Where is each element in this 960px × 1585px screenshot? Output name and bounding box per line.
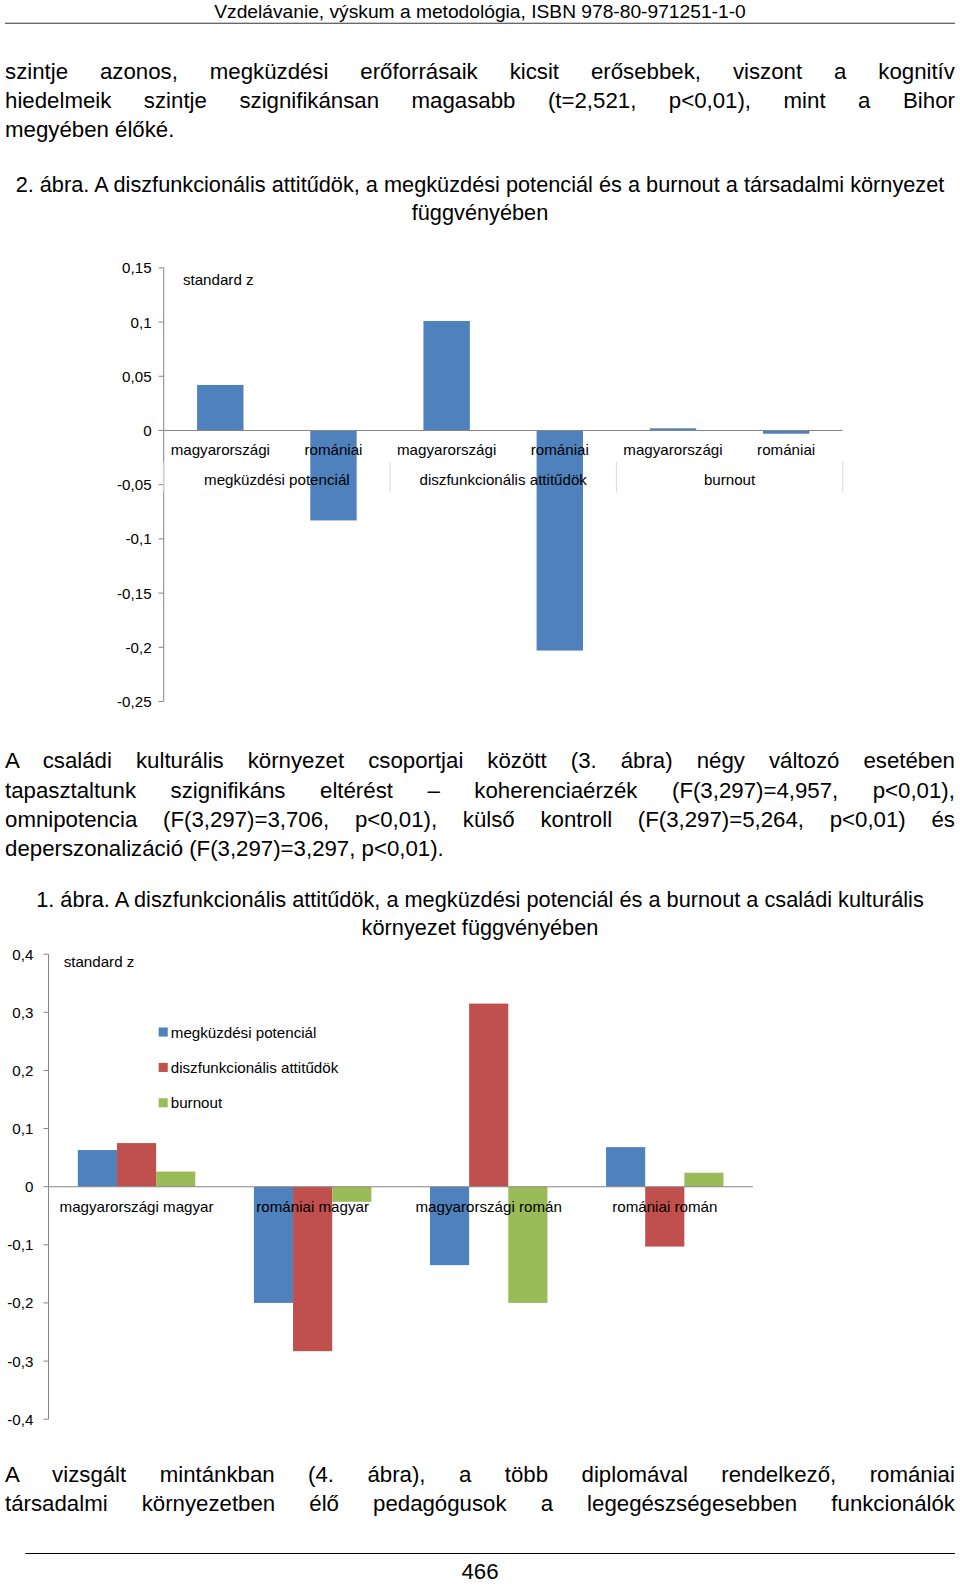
- y-tick: [43, 1128, 48, 1129]
- y-tick-label: -0,3: [7, 1353, 33, 1370]
- text-line: A családi kulturális környezet csoportja…: [5, 745, 955, 774]
- y-tick: [43, 1302, 48, 1303]
- bar: [197, 385, 243, 431]
- y-tick-label: -0,05: [117, 476, 152, 493]
- legend-swatch: [159, 1063, 168, 1072]
- y-tick-label: -0,1: [125, 530, 151, 547]
- y-label: standard z: [183, 271, 254, 288]
- bar: [537, 430, 583, 650]
- chart-title: 2. ábra. A diszfunkcionális attitűdök, a…: [3, 171, 957, 228]
- y-tick: [159, 538, 164, 539]
- y-tick-label: -0,25: [117, 693, 152, 710]
- text-line: megyében élőké.: [5, 115, 955, 144]
- x-tick-label: romániai: [531, 441, 589, 458]
- y-tick: [43, 1186, 48, 1187]
- bar: [606, 1147, 645, 1187]
- bar: [469, 1004, 508, 1187]
- y-tick-label: 0,15: [122, 259, 151, 276]
- text-line: A vizsgált mintánkban (4. ábra), a több …: [5, 1459, 955, 1488]
- y-tick: [43, 1419, 48, 1420]
- y-tick-label: 0,05: [122, 368, 151, 385]
- y-tick-label: 0: [25, 1178, 33, 1195]
- header-rule: [5, 23, 955, 24]
- y-tick-label: -0,1: [7, 1236, 33, 1253]
- legend-label: burnout: [171, 1094, 223, 1111]
- group-label: burnout: [704, 472, 756, 489]
- group-label: diszfunkcionális attitűdök: [419, 472, 587, 489]
- x-axis: [49, 1186, 753, 1187]
- y-tick-label: 0,1: [12, 1120, 33, 1137]
- y-tick-label: 0,4: [12, 946, 33, 963]
- chart: 0,15 0,1 0,05 0 -0,05 -0,1 -0,15 -0,2 -0,25 magya…: [117, 259, 843, 710]
- y-tick-label: -0,2: [7, 1294, 33, 1311]
- y-tick-label: 0,3: [12, 1004, 33, 1021]
- y-tick-label: -0,15: [117, 585, 152, 602]
- text-line: deperszonalizáció (F(3,297)=3,297, p<0,0…: [5, 833, 955, 862]
- y-tick: [159, 701, 164, 702]
- text-line: omnipotencia (F(3,297)=3,706, p<0,01), k…: [5, 804, 955, 833]
- y-axis: [163, 268, 164, 702]
- x-tick-label: magyarországi magyar: [60, 1198, 214, 1215]
- legend-swatch: [159, 1027, 168, 1036]
- y-tick: [43, 1070, 48, 1071]
- y-tick: [159, 647, 164, 648]
- chart: 0,4 0,3 0,2 0,1 0 -0,1 -0,2 -0,3 -0,4 magyarorszá…: [7, 946, 753, 1428]
- y-label: standard z: [64, 953, 135, 970]
- y-tick: [43, 954, 48, 955]
- page: 0,15 0,1 0,05 0 -0,05 -0,1 -0,15 -0,2 -0,25 magya…: [0, 0, 960, 1585]
- bar: [645, 1187, 684, 1247]
- y-tick-label: 0,2: [12, 1062, 33, 1079]
- chart-title: 1. ábra. A diszfunkcionális attitűdök, a…: [3, 885, 957, 942]
- page-number: 466: [0, 1558, 960, 1585]
- group-separator: [842, 462, 843, 492]
- y-tick: [43, 1361, 48, 1362]
- text-line: hiedelmeik szintje szignifikánsan magasa…: [5, 85, 955, 114]
- x-tick-label: magyarországi: [171, 441, 270, 458]
- footer-rule: [25, 1553, 955, 1554]
- bars: [197, 321, 809, 651]
- group-label: megküzdési potenciál: [204, 472, 350, 489]
- bar: [684, 1173, 723, 1187]
- x-tick-label: magyarországi román: [416, 1198, 562, 1215]
- running-header: Vzdelávanie, výskum a metodológia, ISBN …: [0, 1, 960, 23]
- bars: [78, 1004, 724, 1352]
- legend-label: diszfunkcionális attitűdök: [171, 1059, 339, 1076]
- group-separator: [390, 462, 391, 492]
- legend-swatch: [159, 1098, 168, 1107]
- y-tick: [43, 1244, 48, 1245]
- group-separator: [616, 462, 617, 492]
- y-tick: [159, 593, 164, 594]
- y-tick: [159, 376, 164, 377]
- y-tick-label: 0,1: [131, 314, 152, 331]
- text-line: társadalmi környezetben élő pedagógusok …: [5, 1488, 955, 1517]
- y-tick-label: -0,2: [125, 639, 151, 656]
- x-tick-label: romániai román: [612, 1198, 717, 1215]
- y-tick: [159, 267, 164, 268]
- legend-label: megküzdési potenciál: [171, 1024, 317, 1041]
- y-tick: [159, 322, 164, 323]
- text-line: tapasztaltunk szignifikáns eltérést – ko…: [5, 775, 955, 804]
- bar: [78, 1150, 117, 1187]
- x-tick-label: romániai: [757, 441, 815, 458]
- y-tick-label: -0,4: [7, 1411, 33, 1428]
- x-tick-label: romániai magyar: [256, 1198, 369, 1215]
- x-tick-label: magyarországi: [623, 441, 722, 458]
- bar: [117, 1143, 156, 1187]
- y-tick: [43, 1012, 48, 1013]
- x-tick-label: magyarországi: [397, 441, 496, 458]
- text-line: szintje azonos, megküzdési erőforrásaik …: [5, 56, 955, 85]
- group-separator: [163, 462, 164, 492]
- bar: [423, 321, 469, 430]
- y-tick: [159, 484, 164, 485]
- y-tick-label: 0: [143, 422, 151, 439]
- bar: [156, 1172, 195, 1187]
- x-axis: [164, 430, 843, 431]
- y-tick: [159, 430, 164, 431]
- x-tick-label: romániai: [304, 441, 362, 458]
